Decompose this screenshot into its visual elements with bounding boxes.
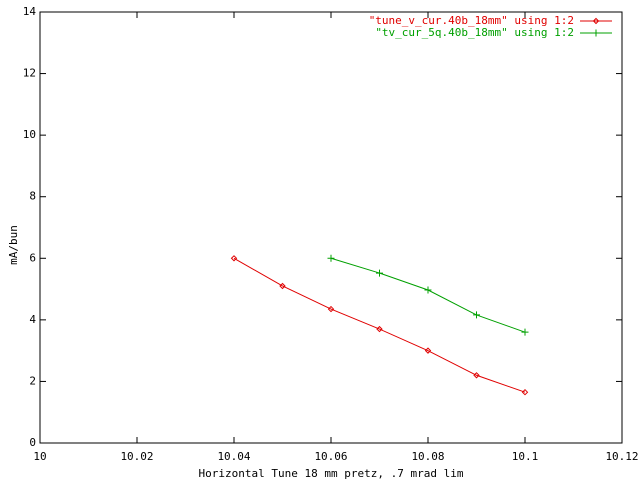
x-axis-label: Horizontal Tune 18 mm pretz, .7 mrad lim [199, 467, 464, 480]
y-axis-label: mA/bun [7, 225, 20, 265]
x-tick-label: 10.04 [217, 450, 250, 463]
x-tick-label: 10.02 [120, 450, 153, 463]
legend-marker [592, 29, 600, 37]
x-tick-label: 10 [33, 450, 46, 463]
x-tick-label: 10.06 [314, 450, 347, 463]
y-tick-label: 8 [29, 190, 36, 203]
point-marker [376, 325, 383, 333]
y-tick-label: 10 [23, 128, 36, 141]
point-marker [279, 282, 286, 290]
legend-label: "tune_v_cur.40b_18mm" using 1:2 [369, 14, 574, 27]
point-marker [230, 255, 238, 262]
point-marker [424, 347, 432, 354]
point-marker [473, 372, 480, 379]
point-marker [327, 254, 335, 262]
y-tick-label: 4 [29, 313, 36, 326]
legend-marker [592, 17, 600, 25]
x-tick-label: 10.1 [512, 450, 539, 463]
point-marker [521, 328, 529, 336]
series-line [233, 257, 526, 393]
point-marker [327, 305, 335, 313]
point-marker [521, 388, 529, 396]
point-marker [424, 286, 432, 294]
point-marker [376, 269, 383, 277]
y-tick-label: 0 [29, 436, 36, 449]
x-tick-label: 10.12 [605, 450, 638, 463]
x-tick-label: 10.08 [411, 450, 444, 463]
y-tick-label: 2 [29, 374, 36, 387]
legend-label: "tv_cur_5q.40b_18mm" using 1:2 [375, 26, 574, 39]
y-tick-label: 6 [29, 251, 36, 264]
y-tick-label: 14 [23, 5, 37, 18]
y-tick-label: 12 [23, 67, 36, 80]
plot-frame [39, 11, 623, 444]
point-marker [473, 311, 480, 319]
